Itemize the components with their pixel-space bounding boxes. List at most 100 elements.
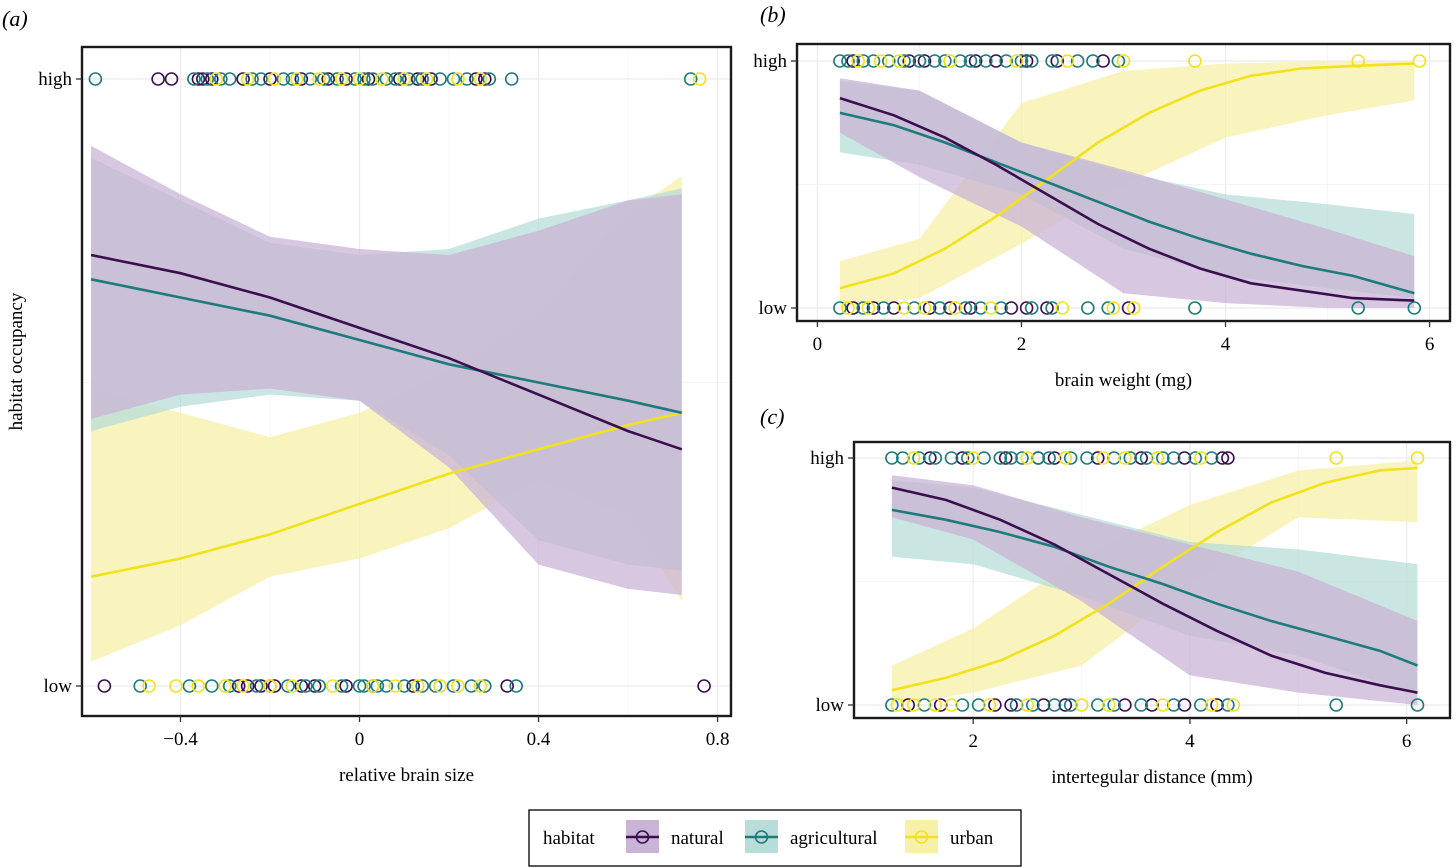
data-point-high-urban <box>943 54 957 68</box>
data-point-low-agricultural <box>205 679 219 693</box>
y-tick-label: high <box>38 69 72 90</box>
data-point-high-agricultural <box>833 54 847 68</box>
data-point-low-natural <box>1058 698 1073 712</box>
data-point-low-urban <box>1156 698 1170 712</box>
data-point-low-urban <box>982 698 997 712</box>
fit-line-agricultural <box>90 278 683 415</box>
data-point-low-natural <box>887 301 901 315</box>
data-point-low-natural <box>943 301 957 315</box>
plot-content <box>90 145 683 662</box>
data-point-low-urban <box>1101 698 1116 712</box>
data-point-high-urban <box>267 72 282 86</box>
data-point-high-agricultural <box>1042 451 1056 465</box>
data-point-high-urban <box>375 72 389 86</box>
data-point-low-urban <box>1020 698 1035 712</box>
data-point-high-natural <box>968 54 983 68</box>
data-point-high-natural <box>1091 451 1105 465</box>
data-point-low-natural <box>1210 698 1224 712</box>
data-point-low-agricultural <box>415 679 430 693</box>
data-point-low-urban <box>948 301 962 315</box>
data-point-low-agricultural <box>281 679 295 693</box>
data-point-low-natural <box>922 301 937 315</box>
data-point-low-agricultural <box>1081 301 1095 315</box>
data-point-high-urban <box>352 72 367 86</box>
data-point-low-natural <box>406 679 421 693</box>
data-point-high-natural <box>410 72 425 86</box>
data-point-low-agricultural <box>1329 698 1343 712</box>
data-point-low-agricultural <box>222 679 237 693</box>
data-point-low-agricultural <box>994 301 1008 315</box>
data-point-low-agricultural <box>1194 698 1208 712</box>
y-tick-label: low <box>816 695 845 716</box>
data-point-high-urban <box>1329 451 1343 465</box>
data-point-low-natural <box>901 698 916 712</box>
legend-item-urban: urban <box>905 820 994 853</box>
data-point-high-agricultural <box>1123 451 1138 465</box>
data-point-low-natural <box>500 679 515 693</box>
data-point-low-natural <box>231 679 246 693</box>
data-point-high-urban <box>1410 451 1425 465</box>
data-point-high-urban <box>692 72 707 86</box>
legend-key-urban-point <box>914 830 929 844</box>
data-point-low-natural <box>254 679 268 693</box>
data-point-high-natural <box>1177 451 1192 465</box>
data-point-high-urban <box>851 54 866 68</box>
data-point-low-natural <box>1040 301 1054 315</box>
data-point-high-natural <box>1047 451 1062 465</box>
data-point-high-urban <box>1351 54 1365 68</box>
data-point-low-agricultural <box>1134 698 1148 712</box>
x-tick-label: 2 <box>968 731 978 752</box>
data-point-high-agricultural <box>1107 451 1121 465</box>
data-point-low-urban <box>1226 698 1241 712</box>
data-point-low-agricultural <box>1024 301 1039 315</box>
data-point-high-agricultural <box>928 451 943 465</box>
data-point-high-agricultural <box>1204 451 1219 465</box>
data-point-high-natural <box>191 72 206 86</box>
data-point-low-urban <box>944 698 959 712</box>
data-point-high-urban <box>1060 54 1075 68</box>
data-point-high-agricultural <box>881 54 896 68</box>
data-point-low-agricultural <box>446 679 461 693</box>
data-point-high-agricultural <box>433 72 447 86</box>
data-point-low-urban <box>169 679 183 693</box>
data-point-low-urban <box>861 301 876 315</box>
fit-line-urban <box>90 411 683 578</box>
data-point-low-urban <box>1106 301 1121 315</box>
data-point-low-urban <box>325 679 340 693</box>
data-point-low-urban <box>906 698 921 712</box>
data-point-low-agricultural <box>1045 301 1059 315</box>
data-point-low-urban <box>841 301 855 315</box>
data-point-high-agricultural <box>254 72 268 86</box>
fit-line-natural <box>891 486 1418 694</box>
data-point-high-urban <box>451 72 465 86</box>
data-point-high-natural <box>989 54 1003 68</box>
data-point-high-natural <box>846 54 860 68</box>
data-point-high-agricultural <box>303 72 318 86</box>
data-point-high-urban <box>334 72 349 86</box>
data-point-low-agricultural <box>1410 698 1425 712</box>
data-point-high-urban <box>1096 451 1110 465</box>
data-point-low-natural <box>1036 698 1051 712</box>
data-point-low-natural <box>1004 301 1019 315</box>
data-point-high-natural <box>424 72 438 86</box>
data-point-low-urban <box>191 679 206 693</box>
data-point-high-natural <box>998 451 1013 465</box>
x-tick-label: 0.8 <box>706 729 730 750</box>
data-point-low-agricultural <box>370 679 385 693</box>
data-point-high-agricultural <box>285 72 300 86</box>
data-point-high-agricultural <box>963 54 978 68</box>
data-point-low-agricultural <box>298 679 313 693</box>
fit-line-natural <box>90 253 683 451</box>
data-point-low-natural <box>866 301 881 315</box>
data-point-high-urban <box>906 451 921 465</box>
y-tick-label: high <box>753 51 787 72</box>
data-point-low-agricultural <box>477 679 492 693</box>
data-point-low-urban <box>473 679 488 693</box>
data-point-high-agricultural <box>200 72 215 86</box>
data-point-low-natural <box>1145 698 1159 712</box>
data-point-high-agricultural <box>222 72 237 86</box>
x-tick-label: 6 <box>1402 731 1412 752</box>
data-point-high-natural <box>1134 451 1148 465</box>
data-point-high-agricultural <box>1024 54 1039 68</box>
data-point-low-urban <box>218 679 232 693</box>
